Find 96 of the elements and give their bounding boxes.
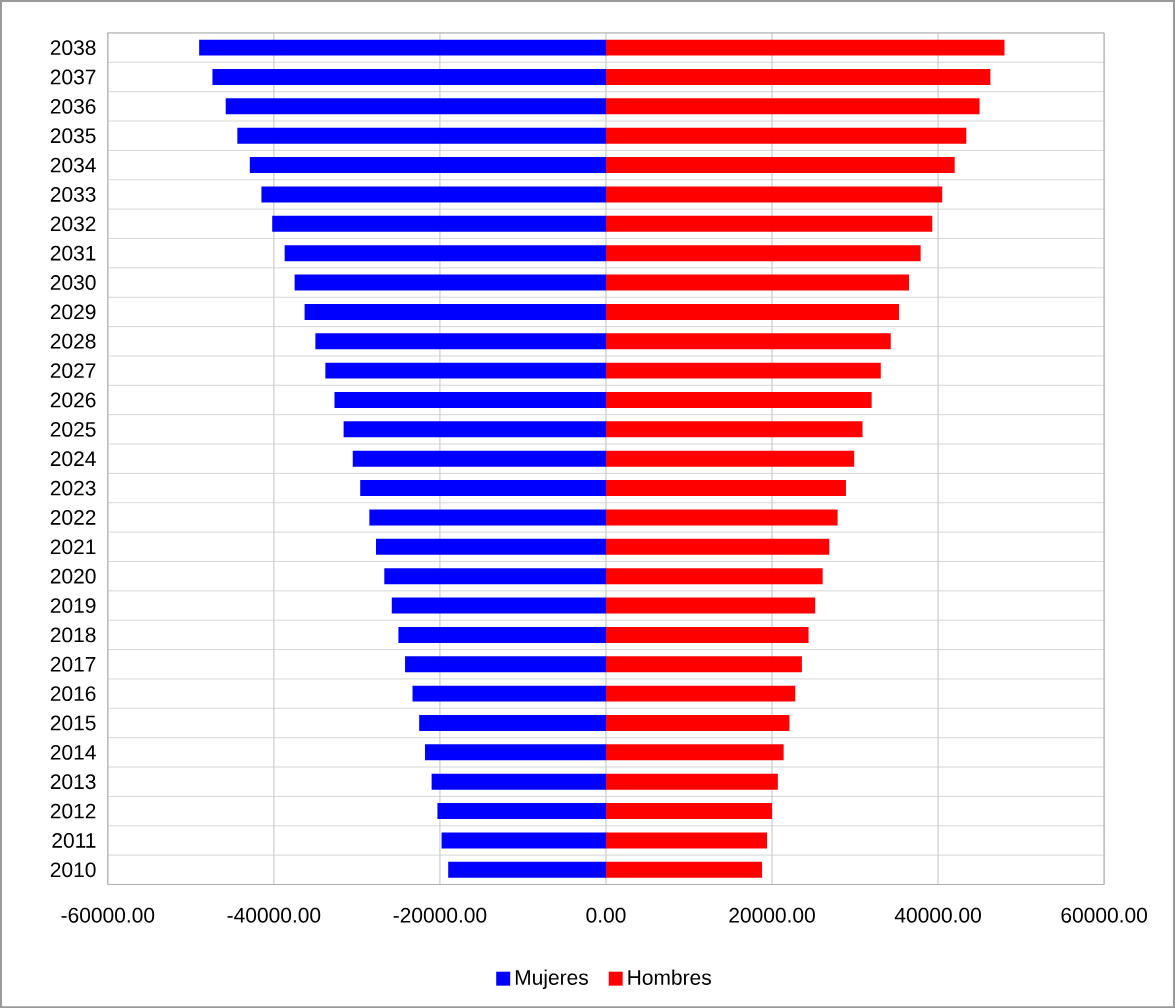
bar [249, 156, 606, 173]
bar [424, 744, 606, 761]
bar [605, 421, 863, 438]
y-tick-label: 2010 [50, 862, 96, 878]
y-tick-label: 2016 [50, 686, 96, 701]
x-tick-label: 0.00 [586, 907, 626, 923]
bar [419, 714, 606, 731]
y-tick-label: 2036 [50, 98, 96, 114]
y-tick-label: 2022 [50, 509, 96, 525]
bar [376, 538, 606, 555]
y-tick-label: 2019 [50, 598, 96, 613]
bar [334, 391, 606, 408]
y-tick-label: 2020 [50, 568, 96, 584]
x-tick-label: -40000.00 [227, 907, 321, 923]
bar [605, 39, 1005, 56]
bar [304, 303, 606, 320]
y-tick-label: 2013 [50, 774, 96, 790]
bar [405, 656, 606, 673]
bar [605, 479, 846, 496]
bar [325, 362, 606, 379]
x-tick-label: 60000.00 [1061, 907, 1147, 923]
bar [605, 714, 790, 731]
bar [605, 333, 891, 350]
bar [343, 421, 606, 438]
bar [605, 744, 784, 761]
bar [605, 274, 910, 291]
y-tick-label: 2031 [50, 245, 96, 261]
bar [284, 245, 606, 262]
y-tick-label: 2024 [50, 451, 96, 467]
bar [315, 333, 606, 350]
bar [605, 773, 778, 790]
bar [605, 156, 955, 173]
bar [605, 832, 768, 849]
y-tick-label: 2025 [50, 421, 96, 437]
bar [605, 391, 872, 408]
bar [437, 802, 606, 819]
bar [605, 68, 991, 85]
y-tick-label: 2021 [50, 539, 96, 555]
bar [605, 98, 980, 115]
bar [605, 597, 816, 614]
bar [605, 509, 838, 526]
y-tick-label: 2012 [50, 803, 96, 819]
y-tick-label: 2030 [50, 275, 96, 290]
bar [605, 303, 900, 320]
y-tick-label: 2035 [50, 128, 96, 144]
y-tick-label: 2017 [50, 656, 96, 672]
y-tick-label: 2018 [50, 627, 96, 643]
x-tick-label: 20000.00 [729, 907, 815, 923]
bar [605, 538, 830, 555]
bar [605, 215, 933, 232]
bar [605, 656, 802, 673]
legend-label: Mujeres [515, 969, 588, 989]
x-tick-label: 40000.00 [894, 907, 981, 923]
y-tick-label: 2037 [50, 69, 96, 85]
bar [605, 568, 823, 585]
bar [605, 685, 796, 702]
bar [352, 450, 606, 467]
bar [605, 127, 967, 144]
bar [384, 568, 606, 585]
y-tick-label: 2014 [50, 744, 96, 760]
bar [272, 215, 606, 232]
bar [199, 39, 606, 56]
bar [237, 127, 606, 144]
bar [605, 362, 881, 379]
y-tick-label: 2023 [50, 480, 96, 496]
bar [448, 861, 606, 878]
x-tick-label: -60000.00 [61, 907, 155, 923]
bar [360, 479, 606, 496]
bar [225, 98, 606, 115]
bar [261, 186, 606, 203]
legend-label: Hombres [628, 969, 711, 985]
bar [212, 68, 606, 85]
y-tick-label: 2015 [50, 715, 96, 731]
bar [294, 274, 606, 291]
bar [605, 802, 773, 819]
y-tick-label: 2032 [50, 216, 96, 232]
bar [605, 861, 763, 878]
bar [605, 245, 921, 262]
y-tick-label: 2033 [50, 186, 96, 202]
bar [441, 832, 606, 849]
bar [412, 685, 606, 702]
y-tick-label: 2034 [50, 157, 96, 173]
bar [605, 450, 855, 467]
x-tick-label: -20000.00 [393, 907, 487, 923]
y-tick-label: 2026 [50, 392, 96, 408]
y-tick-label: 2011 [52, 832, 96, 848]
bar [398, 626, 606, 643]
y-tick-label: 2027 [50, 363, 96, 378]
bar [391, 597, 606, 614]
bar [369, 509, 606, 526]
y-tick-label: 2038 [50, 40, 96, 55]
bar [605, 186, 943, 203]
bar [605, 626, 809, 643]
y-tick-label: 2028 [50, 333, 96, 349]
y-tick-label: 2029 [50, 304, 96, 320]
bar [431, 773, 606, 790]
